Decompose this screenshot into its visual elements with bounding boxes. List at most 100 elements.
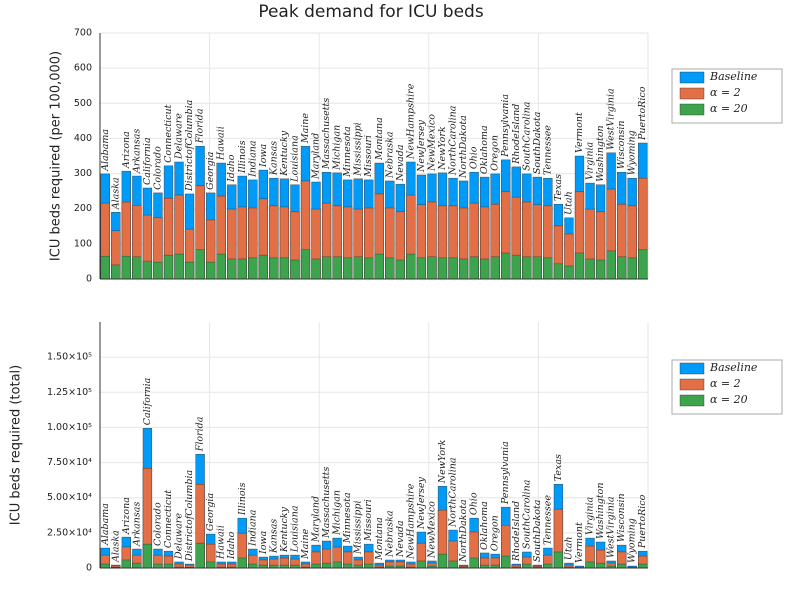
bar — [437, 553, 448, 569]
bar — [522, 256, 532, 280]
category-label: Arizona — [121, 497, 132, 535]
y-tick-label: 1.50×10⁵ — [47, 352, 92, 363]
bar — [490, 256, 500, 280]
bar — [332, 561, 342, 569]
bar — [174, 253, 184, 280]
bar — [532, 256, 542, 280]
category-label: Tennessee — [542, 125, 553, 175]
bar — [332, 256, 342, 280]
y-tick-label: 1.00×10⁵ — [47, 422, 92, 433]
bar — [248, 563, 258, 569]
category-label: Missouri — [363, 499, 374, 542]
bar — [501, 252, 511, 280]
bar — [163, 254, 174, 280]
category-label: Mississippi — [353, 500, 364, 555]
category-label: Arkansas — [131, 129, 142, 174]
category-label: Colorado — [152, 146, 163, 190]
y-tick-label: 0 — [86, 563, 92, 574]
category-label: Alaska — [110, 530, 121, 563]
category-label: Virginia — [585, 497, 596, 536]
category-label: SouthDakota — [532, 111, 543, 174]
bar — [416, 560, 427, 569]
bar — [237, 258, 247, 280]
category-label: Iowa — [258, 143, 269, 168]
bar — [206, 261, 216, 280]
category-label: Massachusetts — [321, 467, 332, 539]
bar — [153, 563, 163, 569]
category-label: WestVirginia — [606, 88, 617, 150]
category-label: NorthDakota — [458, 115, 469, 179]
bar — [585, 561, 595, 569]
category-label: Montana — [374, 517, 385, 561]
category-label: PuertoRico — [637, 86, 648, 141]
bar — [448, 560, 458, 569]
category-label: WestVirginia — [606, 496, 617, 558]
category-label: Pennsylvania — [500, 441, 511, 505]
bar — [290, 259, 300, 280]
category-label: Nebraska — [384, 510, 395, 558]
category-label: Missouri — [363, 135, 374, 178]
bar — [227, 258, 237, 280]
bar — [638, 563, 648, 569]
category-label: NorthDakota — [458, 499, 469, 563]
legend-swatch — [679, 378, 705, 391]
legend-label: α = 20 — [710, 102, 748, 115]
category-label: NorthCarolina — [448, 457, 459, 528]
bar — [480, 258, 490, 280]
y-tick-label: 500 — [74, 98, 92, 109]
category-label: NewYork — [437, 126, 448, 171]
category-label: NewMexico — [426, 114, 437, 172]
category-label: Louisiana — [289, 135, 300, 183]
category-label: Florida — [195, 416, 206, 452]
category-label: NewYork — [437, 439, 448, 484]
category-label: SouthCarolina — [521, 101, 532, 171]
category-label: Texas — [553, 174, 564, 201]
bar — [153, 261, 163, 280]
bar — [437, 257, 448, 280]
bar — [617, 256, 627, 280]
category-label: Alabama — [100, 129, 111, 172]
bar — [311, 258, 321, 280]
category-label: Georgia — [205, 493, 216, 532]
bar — [343, 563, 353, 569]
bar — [142, 260, 153, 280]
y-tick-label: 0 — [86, 274, 92, 285]
bar — [364, 257, 374, 280]
category-label: Maryland — [311, 133, 322, 180]
category-label: Minnesota — [342, 126, 353, 178]
bar — [248, 257, 258, 280]
bar — [627, 257, 637, 280]
category-label: SouthDakota — [532, 499, 543, 562]
category-label: Delaware — [174, 113, 185, 160]
category-label: Oregon — [490, 515, 501, 551]
category-label: Alaska — [110, 177, 121, 210]
bar — [142, 543, 153, 569]
category-label: Michigan — [332, 490, 343, 536]
y-tick-label: 600 — [74, 63, 92, 74]
bar — [458, 258, 469, 280]
y-tick-label: 5.00×10⁴ — [47, 492, 92, 503]
bar — [574, 252, 585, 280]
category-label: Virginia — [585, 142, 596, 181]
category-label: RhodeIsland — [511, 501, 522, 562]
category-label: NewHampshire — [405, 83, 416, 160]
bar — [195, 249, 205, 280]
bar — [395, 259, 405, 280]
category-label: Nevada — [395, 144, 406, 182]
legend-label: α = 20 — [710, 393, 748, 406]
category-label: Connecticut — [163, 490, 174, 548]
bar — [121, 255, 131, 280]
category-label: Louisiana — [289, 505, 300, 553]
bar — [195, 542, 205, 569]
category-label: Idaho — [226, 531, 237, 560]
bar — [279, 257, 290, 280]
category-label: Ohio — [469, 146, 480, 169]
y-tick-label: 7.50×10⁴ — [47, 457, 92, 468]
category-label: Massachusetts — [321, 98, 332, 170]
y-tick-label: 400 — [74, 133, 92, 144]
bar — [511, 254, 521, 280]
category-label: DistrictofColumbia — [184, 469, 195, 562]
category-label: Kansas — [268, 141, 279, 176]
category-label: Indiana — [247, 140, 258, 178]
